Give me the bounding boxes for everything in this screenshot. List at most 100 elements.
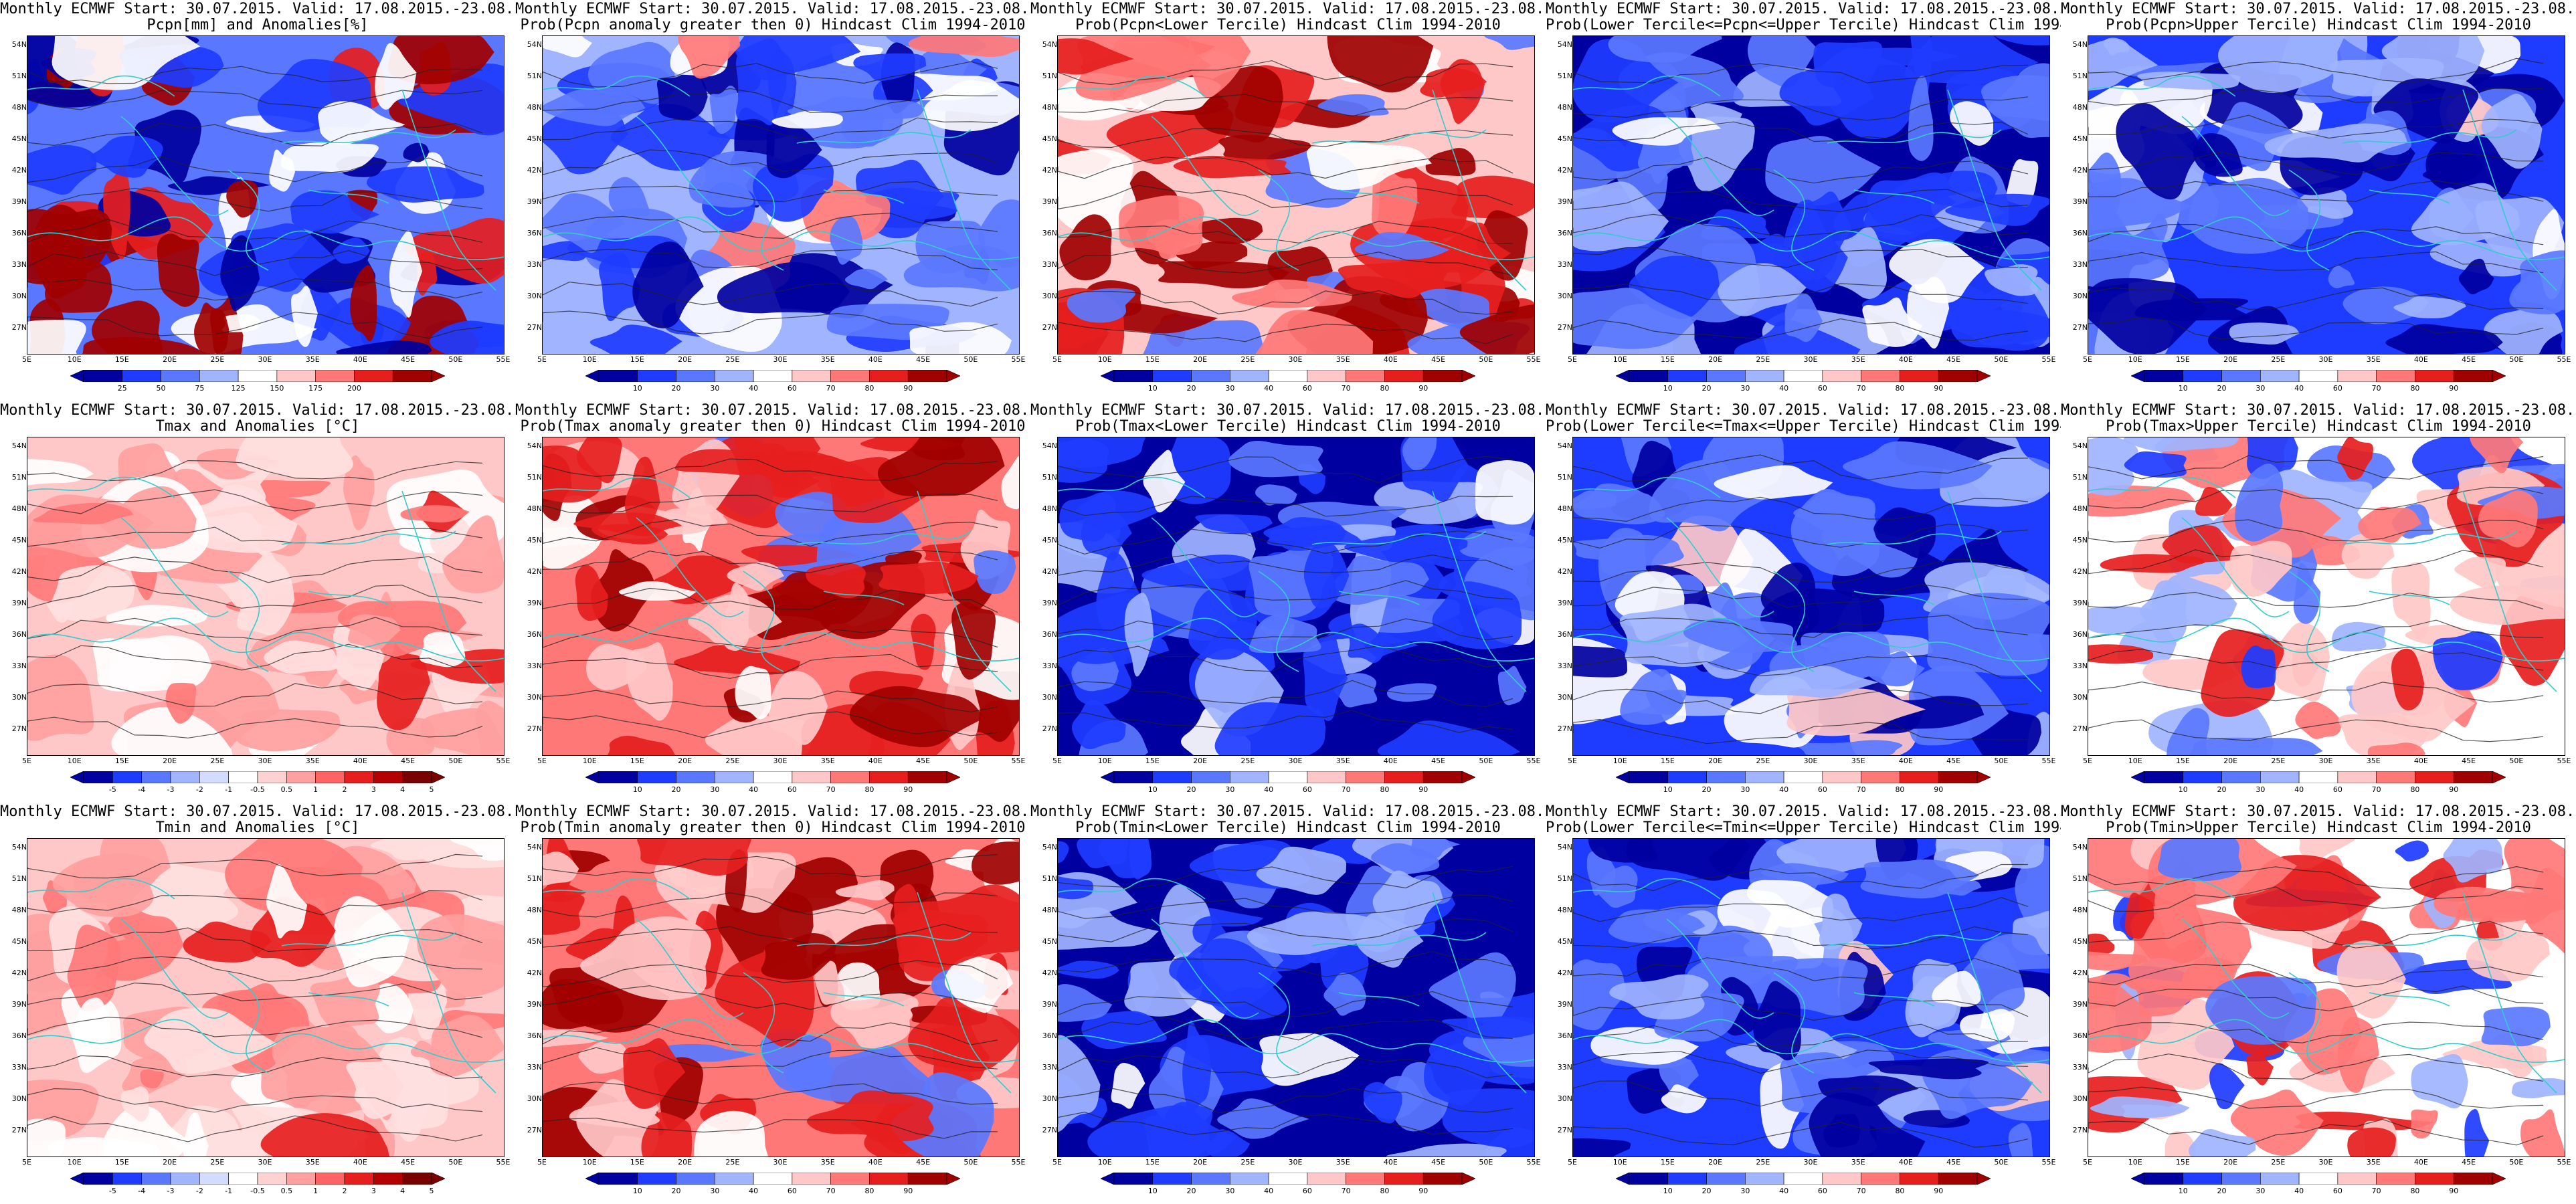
field-region (375, 43, 417, 110)
coastline (1151, 116, 1259, 216)
latitude-label: 33N (527, 1063, 542, 1072)
colorbar-end (2492, 370, 2506, 382)
longitude-label: 45E (1946, 1158, 1961, 1167)
latitude-label: 33N (1557, 1063, 1572, 1072)
field-region (1058, 1035, 1101, 1132)
latitude-label: 33N (2072, 662, 2088, 670)
contour-line (2088, 1086, 2544, 1109)
contour-line (1573, 247, 2029, 268)
contour-line (1573, 718, 2029, 744)
contour-line (2088, 866, 2544, 890)
contour-line (1058, 290, 1513, 315)
coastline (1773, 169, 1815, 271)
forecast-map (1572, 35, 2050, 355)
latitude-label: 27N (2072, 724, 2088, 733)
panel-subtitle: Prob(Pcpn anomaly greater then 0) Hindca… (520, 17, 1026, 33)
colorbar-label: 70 (1856, 1187, 1866, 1195)
contour-line (2088, 920, 2544, 948)
latitude-label: 54N (527, 843, 542, 851)
colorbar-label: 5 (429, 785, 434, 794)
field-region (1809, 1092, 1926, 1157)
colorbar-label: 80 (864, 384, 875, 393)
longitude-label: 30E (1803, 1158, 1818, 1167)
panel-subtitle: Prob(Lower Tercile<=Pcpn<=Upper Tercile)… (1546, 17, 2061, 33)
field-region (2167, 708, 2210, 755)
colorbar-swatch (402, 771, 432, 783)
coastline (1573, 216, 2049, 260)
coastline (2288, 972, 2330, 1074)
longitude-label: 55E (2041, 1158, 2056, 1167)
longitude-label: 40E (2413, 757, 2428, 765)
field-region (236, 437, 353, 480)
longitude-label: 25E (210, 1158, 225, 1167)
field-region (1813, 41, 1883, 100)
colorbar (1101, 771, 1475, 783)
colorbar-swatch (1629, 370, 1669, 382)
field-region (2432, 631, 2503, 690)
contour-line (543, 458, 998, 481)
field-region (2209, 1063, 2245, 1110)
coastline (917, 490, 1012, 692)
colorbar-end (431, 370, 445, 382)
coastline (796, 129, 972, 144)
longitude-label: 55E (496, 355, 511, 364)
latitude-label: 48N (11, 906, 27, 914)
latitude-label: 54N (2072, 441, 2088, 450)
colorbar-label: 10 (2178, 1187, 2188, 1195)
coastline (1058, 1019, 1534, 1063)
longitude-label: 10E (2128, 355, 2142, 364)
latitude-label: 30N (2072, 693, 2088, 702)
latitude-label: 27N (1042, 724, 1057, 733)
longitude-label: 15E (1145, 757, 1160, 765)
field-region (2088, 644, 2154, 664)
coastline (1947, 490, 2042, 692)
contour-line (27, 460, 483, 482)
colorbar (1616, 370, 1991, 382)
latitude-label: 39N (1042, 599, 1057, 607)
longitude-label: 50E (448, 757, 463, 765)
forecast-panel: Monthly ECMWF Start: 30.07.2015. Valid: … (2061, 401, 2576, 803)
latitude-label: 36N (1042, 1031, 1057, 1040)
latitude-label: 54N (1557, 40, 1572, 49)
colorbar-label: 70 (826, 785, 836, 794)
colorbar-label: 70 (1341, 785, 1351, 794)
colorbar-swatch (676, 771, 715, 783)
contour-line (543, 181, 998, 203)
field-region (92, 635, 212, 692)
contour-line (27, 249, 483, 276)
latitude-label: 42N (1557, 166, 1572, 175)
colorbar-swatch (2298, 771, 2338, 783)
forecast-panel: Monthly ECMWF Start: 30.07.2015. Valid: … (515, 401, 1030, 803)
colorbar-swatch (1268, 771, 1308, 783)
contour-line (1573, 864, 2028, 892)
colorbar-swatch (2337, 771, 2377, 783)
colorbar-label: 30 (2256, 384, 2266, 393)
longitude-label: 45E (1431, 1158, 1446, 1167)
coastline (27, 216, 504, 260)
field-region (2341, 533, 2395, 579)
coastline (823, 992, 905, 1007)
colorbar (2131, 1173, 2506, 1185)
contour-line (2088, 549, 2544, 575)
latitude-label: 30N (1042, 693, 1057, 702)
field-region (370, 839, 463, 861)
field-region (2090, 1096, 2190, 1118)
field-region (911, 613, 936, 670)
contour-line (27, 1017, 483, 1038)
coastline (401, 490, 496, 692)
colorbar-swatch (2183, 1173, 2222, 1185)
latitude-label: 45N (1042, 134, 1057, 143)
field-region (2088, 951, 2148, 971)
latitude-label: 42N (1042, 166, 1057, 175)
latitude-label: 36N (1042, 630, 1057, 639)
latitude-label: 45N (527, 536, 542, 544)
map-field (1058, 839, 1534, 1157)
colorbar-label: 10 (1663, 1187, 1673, 1195)
longitude-label: 25E (2271, 355, 2286, 364)
panel-subtitle: Tmin and Anomalies [°C] (155, 820, 360, 836)
field-region (183, 921, 272, 963)
contour-line (27, 278, 483, 301)
panel-subtitle: Prob(Tmin<Lower Tercile) Hindcast Clim 1… (1075, 820, 1501, 836)
latitude-label: 36N (11, 229, 27, 237)
contour-line (27, 556, 483, 583)
